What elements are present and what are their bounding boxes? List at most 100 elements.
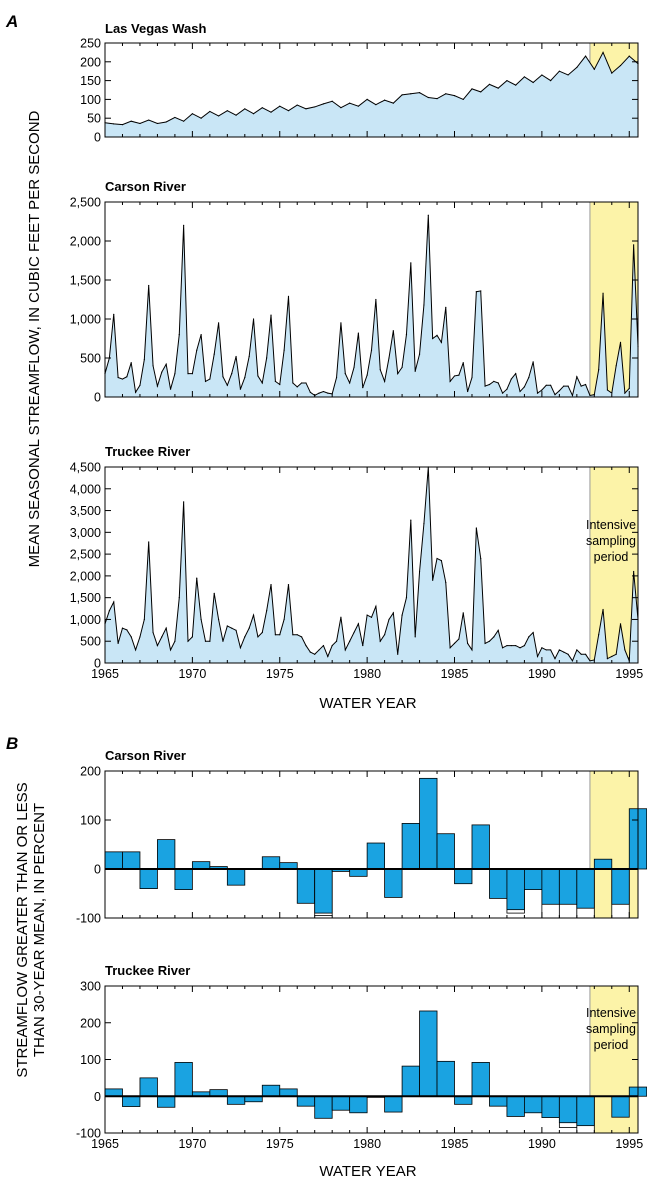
y-tick-label: 200 [80,1016,101,1030]
data-point [536,655,539,658]
annotation-line-3: period [594,550,629,564]
data-point [384,380,386,382]
data-point [615,653,617,655]
data-point [580,385,582,387]
data-point [209,640,211,642]
data-point [458,638,460,640]
data-point [213,592,215,594]
data-point [541,74,543,76]
data-point [449,380,451,382]
data-point [624,649,626,651]
data-point [318,649,320,651]
data-point [445,581,447,584]
data-point [261,107,263,109]
data-point [567,653,569,655]
data-point [488,640,491,642]
y-tick-label: 250 [80,37,101,51]
bar-1980 [366,842,386,870]
data-point [615,365,617,367]
data-point [143,358,145,361]
data-point [397,653,399,655]
bar-1994 [611,868,630,905]
data-point [501,647,504,649]
bar-1967 [139,868,158,890]
x-tick-label: 1980 [353,1137,381,1151]
data-point [484,385,486,387]
y-tick-label: 1,000 [70,313,101,327]
data-point [453,375,456,377]
data-point [296,104,298,106]
data-point [222,376,224,378]
data-point [436,557,438,560]
data-point [353,631,355,634]
data-point [349,102,351,104]
data-point [497,629,499,631]
data-point [453,642,456,645]
data-point [283,349,285,351]
data-point [274,634,276,636]
data-point [117,376,119,379]
data-point [252,113,255,115]
chart-panels: Las Vegas Wash 0 50 100 150 200 250 Carson Rive… [70,21,647,1151]
data-point [528,376,530,379]
data-point [571,394,574,397]
data-point [497,87,499,89]
data-point [506,80,508,82]
data-point [305,108,307,110]
data-point [532,361,534,363]
data-point [580,653,582,655]
bar-1986 [471,824,490,870]
data-point [196,349,198,351]
data-point [480,91,482,93]
data-point [349,382,351,384]
x-tick-label: 1970 [178,667,206,681]
data-point [449,647,451,649]
data-point [388,618,390,621]
bar-1985 [454,868,473,885]
data-point [440,560,442,562]
data-point [187,640,189,642]
data-point [519,390,521,393]
bar-1977 [314,868,333,914]
data-point [261,631,263,634]
part-a-letter: A [5,12,18,31]
data-point [226,625,228,627]
panel-title: Carson River [105,748,186,763]
data-point [322,644,325,647]
series-line [104,51,639,126]
data-point [287,110,290,112]
y-tick-label: 200 [80,765,101,779]
panel-title: Las Vegas Wash [105,21,206,36]
data-point [183,224,185,226]
data-point [139,122,141,125]
data-point [301,382,303,384]
data-point [222,640,224,642]
data-point [445,306,447,308]
data-point [567,74,569,76]
data-point [633,244,635,246]
data-point [169,649,172,651]
bar-1994 [611,1095,630,1118]
data-point [584,383,587,386]
data-point [598,369,600,371]
data-point [340,616,342,618]
bar-1989 [524,1095,543,1114]
data-point [602,292,604,294]
data-point [187,373,189,375]
data-point [292,634,294,636]
data-point [550,80,552,82]
plot-frame [104,770,639,919]
plot-frame [104,466,639,664]
bar-1972 [226,1095,246,1105]
data-point [536,392,539,394]
data-point [244,636,246,638]
y-tick-label: 3,500 [70,504,101,518]
data-point [239,647,242,649]
data-point [475,527,477,529]
data-point [458,374,460,376]
data-point [331,644,333,647]
data-point [152,631,154,634]
data-point [611,655,613,658]
bar-1989 [524,868,543,890]
data-point [475,291,477,293]
